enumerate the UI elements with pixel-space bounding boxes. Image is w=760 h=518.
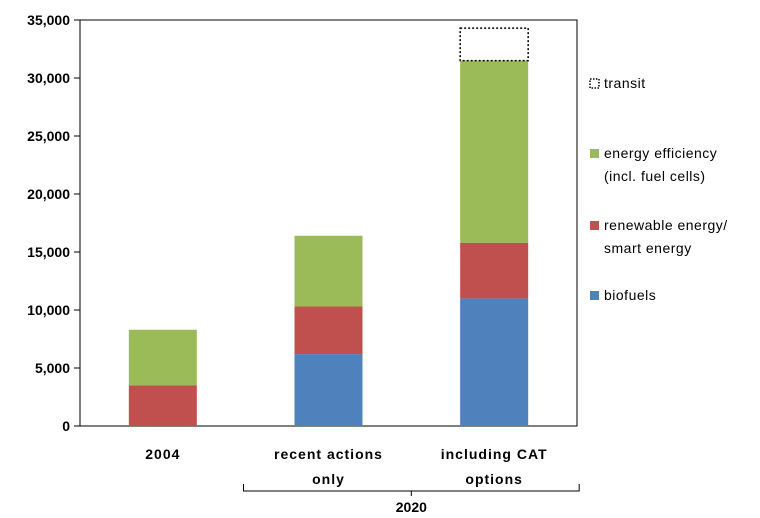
legend-label: energy efficiency — [604, 145, 717, 161]
bar-energy-0 — [128, 329, 197, 386]
legend: transit energy efficiency (incl. fuel cell… — [589, 75, 728, 303]
x-axis: 2004 recent actions only including CAT optio… — [145, 446, 580, 515]
group-brace — [243, 484, 580, 496]
legend-swatch — [590, 221, 599, 230]
bar-energy-1 — [294, 235, 363, 307]
legend-label: biofuels — [604, 287, 656, 303]
bars — [128, 27, 529, 426]
bar-biofuels-2 — [460, 298, 529, 426]
bar-renewable-1 — [294, 306, 363, 355]
legend-swatch — [590, 291, 599, 300]
x-category-label: including CAT — [441, 446, 548, 462]
x-category-label: recent actions — [274, 446, 383, 462]
legend-label: transit — [604, 75, 646, 91]
bar-renewable-0 — [128, 385, 197, 426]
x-category-label: 2004 — [145, 446, 180, 462]
y-tick-label: 15,000 — [27, 244, 70, 260]
bar-transit-2 — [459, 27, 529, 62]
legend-label: smart energy — [604, 240, 692, 256]
group-label: 2020 — [396, 499, 427, 515]
bar-energy-2 — [460, 60, 529, 243]
y-axis: 0 5,000 10,000 15,000 20,000 25,000 30,000 35,0… — [27, 12, 80, 434]
legend-swatch — [590, 149, 599, 158]
x-category-label: options — [465, 471, 523, 487]
y-tick-label: 10,000 — [27, 302, 70, 318]
legend-label: renewable energy/ — [604, 217, 728, 233]
y-tick-label: 20,000 — [27, 186, 70, 202]
y-tick-label: 5,000 — [35, 360, 70, 376]
bar-biofuels-1 — [294, 354, 363, 426]
x-category-label: only — [312, 471, 345, 487]
y-tick-label: 0 — [62, 418, 70, 434]
bar-renewable-2 — [460, 242, 529, 299]
y-tick-label: 30,000 — [27, 70, 70, 86]
y-tick-label: 25,000 — [27, 128, 70, 144]
legend-swatch — [589, 78, 600, 89]
y-tick-label: 35,000 — [27, 12, 70, 28]
legend-label: (incl. fuel cells) — [604, 168, 706, 184]
